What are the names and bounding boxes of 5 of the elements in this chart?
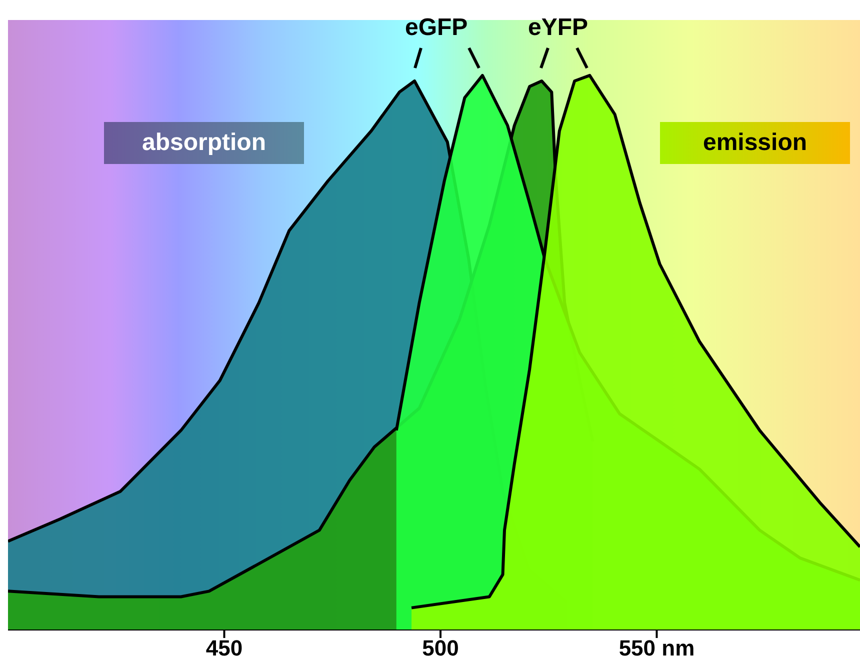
x-tick-label: 550 nm [618, 636, 695, 661]
text: eGFP [405, 14, 468, 42]
x-tick-label: 450 [206, 636, 243, 661]
x-tick-label: 500 [422, 636, 459, 661]
text: eYFP [528, 14, 588, 42]
